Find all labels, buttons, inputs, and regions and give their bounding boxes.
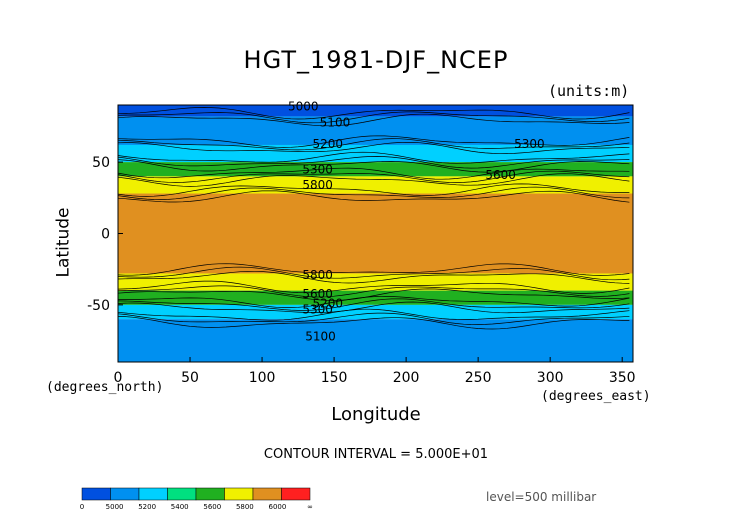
colorbar-label: ∞ [307,503,313,511]
colorbar-swatch [81,487,111,501]
colorbar-swatch [195,487,225,501]
contour-line [117,312,630,325]
contour-line [118,296,630,308]
y-tick-label: 50 [92,155,110,171]
contour-line [117,138,630,151]
y-tick-label: 0 [101,227,110,243]
contour-line [117,288,630,301]
contour-label: 5000 [288,100,319,114]
x-axis-label: Longitude [331,404,421,425]
contour-line [117,183,630,197]
contour-line [117,266,630,281]
contour-lines-layer [117,107,630,330]
x-tick-label: 200 [393,370,420,386]
contour-label: 5800 [302,178,333,192]
zone-band-1 [118,116,633,145]
contour-line [117,170,630,183]
colorbar-swatch [252,487,282,501]
x-tick-label: 0 [114,370,123,386]
contour-label: 5300 [302,302,333,316]
contour-line [117,167,630,180]
contour-label: 5200 [312,297,343,311]
colorbar-label: 5200 [138,503,156,511]
axes-layer: 0 50 100 150 200 250 300 350 50 0 -50 [87,155,635,386]
units-label: (units:m) [548,82,630,100]
contour-label: 5200 [312,137,343,151]
contour-line [117,151,630,164]
contour-line [117,113,630,127]
contour-line [117,263,630,276]
contour-line [117,173,630,187]
x-tick-label: 150 [321,370,348,386]
contour-line [117,301,630,314]
x-tick-label: 300 [537,370,564,386]
contour-line [117,316,630,330]
x-unit-label-north: (degrees_north) [46,380,164,395]
zone-band-6 [118,273,633,291]
colorbar-swatch [138,487,168,501]
colorbar-label: 5000 [106,503,124,511]
colorbar-swatch [167,487,197,501]
contour-line [117,135,630,148]
contour-line [117,285,630,298]
contour-line [117,156,630,169]
contour-label: 5600 [302,287,333,301]
chart-title: HGT_1981-DJF_NCEP [243,46,509,74]
zone-band-2 [118,144,633,163]
x-tick-label: 100 [249,370,276,386]
contour-label: 5100 [320,115,351,129]
contour-interval-note: CONTOUR INTERVAL = 5.000E+01 [263,447,489,462]
contour-line [117,186,630,200]
level-note: level=500 millibar [486,490,597,504]
x-tick-label: 50 [181,370,199,386]
zone-band-4 [118,176,633,194]
zone-band-9 [118,319,633,362]
contour-line [117,308,630,321]
colorbar-label: 5400 [171,503,189,511]
contour-label: 5800 [302,268,333,282]
colorbar-label: 6000 [269,503,287,511]
y-tick-label: -50 [87,298,110,314]
colorbar-label: 5800 [236,503,254,511]
contour-label: 5300 [514,137,545,151]
colorbar-swatch [110,487,140,501]
contour-line [117,190,630,203]
contour-line [117,111,630,124]
colorbar-label: 5600 [203,503,221,511]
contour-label: 5100 [305,330,336,344]
contour-line [117,159,630,173]
zone-band-5 [118,193,633,274]
contour-line [117,107,630,120]
x-tick-label: 350 [609,370,636,386]
contour-line [117,141,630,155]
colorbar-swatch [224,487,254,501]
x-unit-label-east: (degrees_east) [541,389,651,404]
contour-line [117,298,630,311]
colorbar-swatch [281,487,311,501]
contour-line [117,270,630,284]
zone-band-8 [118,304,633,320]
contour-label: 5600 [485,168,516,182]
contour-label: 5300 [302,163,333,177]
x-tick-label: 250 [465,370,492,386]
contour-line [117,280,630,294]
colorbar-label: 0 [80,503,84,511]
zones-layer [118,105,633,362]
colorbar: 0 5000 5200 5400 5600 5800 6000 ∞ [80,487,313,511]
